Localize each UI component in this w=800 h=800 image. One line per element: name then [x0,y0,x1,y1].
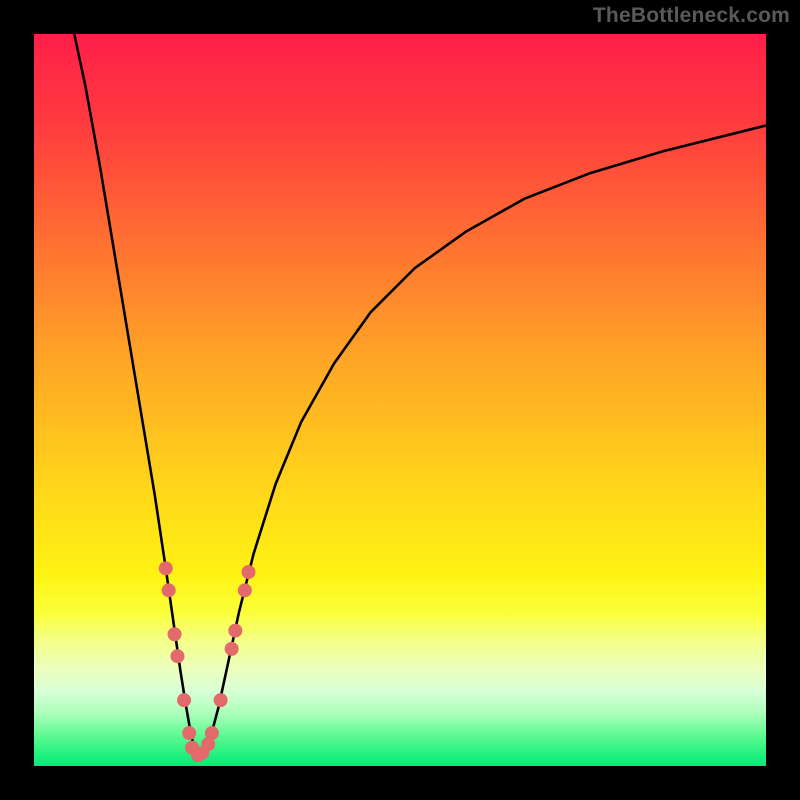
data-marker [238,584,251,597]
data-marker [159,562,172,575]
curve-layer [34,34,766,766]
data-marker [205,727,218,740]
bottleneck-curve [74,34,766,757]
data-marker [162,584,175,597]
data-marker [242,566,255,579]
chart-frame: TheBottleneck.com [0,0,800,800]
data-marker [214,694,227,707]
data-marker [168,628,181,641]
data-marker [229,624,242,637]
plot-area [34,34,766,766]
data-marker [171,650,184,663]
data-marker [225,642,238,655]
data-marker [183,727,196,740]
source-watermark: TheBottleneck.com [593,4,790,28]
data-marker [178,694,191,707]
